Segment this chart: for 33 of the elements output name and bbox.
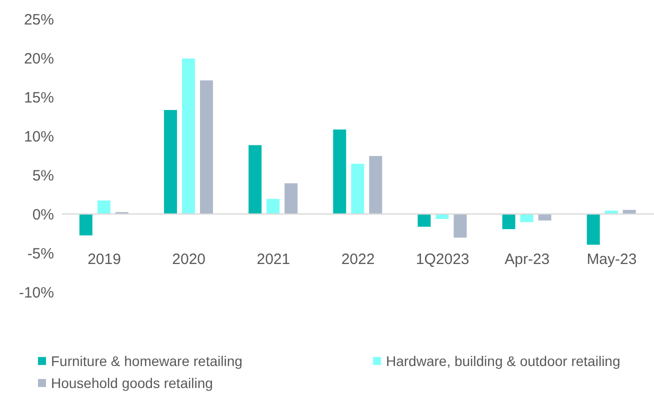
y-tick-label: 20% [24,50,54,68]
bar [350,162,366,214]
bar [198,79,214,214]
y-tick-label: 25% [24,11,54,28]
bar [332,128,348,214]
x-tick-label: Apr-23 [504,251,550,268]
legend-label: Household goods retailing [50,375,214,391]
bar [96,199,112,214]
bar [501,214,516,230]
x-tick-label: 2021 [256,251,290,268]
bar [78,214,94,236]
y-tick-label: 10% [24,128,54,146]
bar [452,214,468,239]
bar [586,214,601,246]
x-tick-label: 2019 [88,251,121,268]
legend-label: Hardware, building & outdoor retailing [385,353,622,369]
y-tick-label: 0% [32,206,54,224]
y-tick-label: -10% [18,284,54,302]
bar [248,144,263,214]
bar [368,155,384,214]
x-tick-label: 2020 [172,251,206,268]
bar [284,182,299,214]
legend-label: Furniture & homeware retailing [50,353,244,369]
bar [162,108,178,214]
bar [266,198,281,214]
bar [180,58,196,214]
bar [416,214,432,228]
x-tick-label: 1Q2023 [416,251,470,268]
y-tick-label: 5% [32,167,54,184]
y-tick-label: -5% [27,245,54,262]
x-tick-label: 2022 [341,251,375,268]
x-tick-label: May-23 [586,251,637,268]
y-tick-label: 15% [24,89,54,106]
